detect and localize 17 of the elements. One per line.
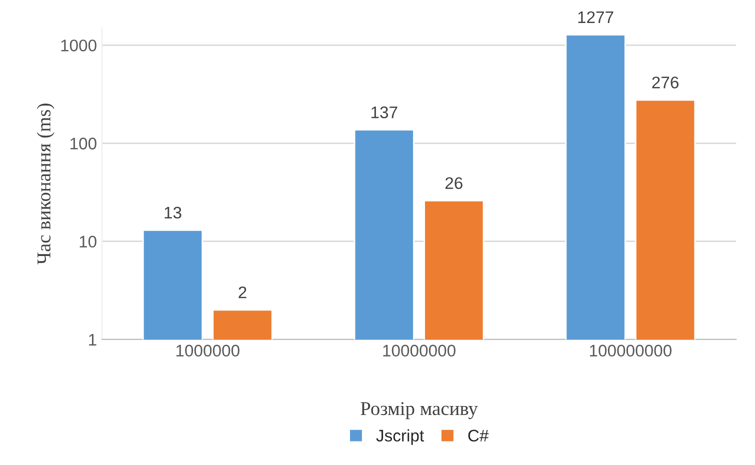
x-tick-label: 1000000 xyxy=(176,344,240,357)
data-label: 26 xyxy=(445,177,462,190)
data-label: 1277 xyxy=(578,11,614,23)
x-tick-label: 10000000 xyxy=(383,344,456,357)
y-tick-label: 10 xyxy=(80,236,96,248)
y-tick-label: 100 xyxy=(70,138,96,150)
legend-label: Jscript xyxy=(376,429,424,445)
data-label: 137 xyxy=(372,106,398,118)
x-tick-label: 100000000 xyxy=(590,344,672,357)
y-tick-label: 1 xyxy=(89,334,96,346)
data-label: 2 xyxy=(238,286,246,298)
legend-label: C# xyxy=(468,430,489,442)
x-axis-title: Розмір масиву xyxy=(360,402,478,420)
y-axis-title: Час виконання (ms) xyxy=(36,104,54,264)
y-tick-label: 1000 xyxy=(61,40,96,52)
data-label: 276 xyxy=(652,76,678,88)
data-label: 13 xyxy=(164,206,182,219)
